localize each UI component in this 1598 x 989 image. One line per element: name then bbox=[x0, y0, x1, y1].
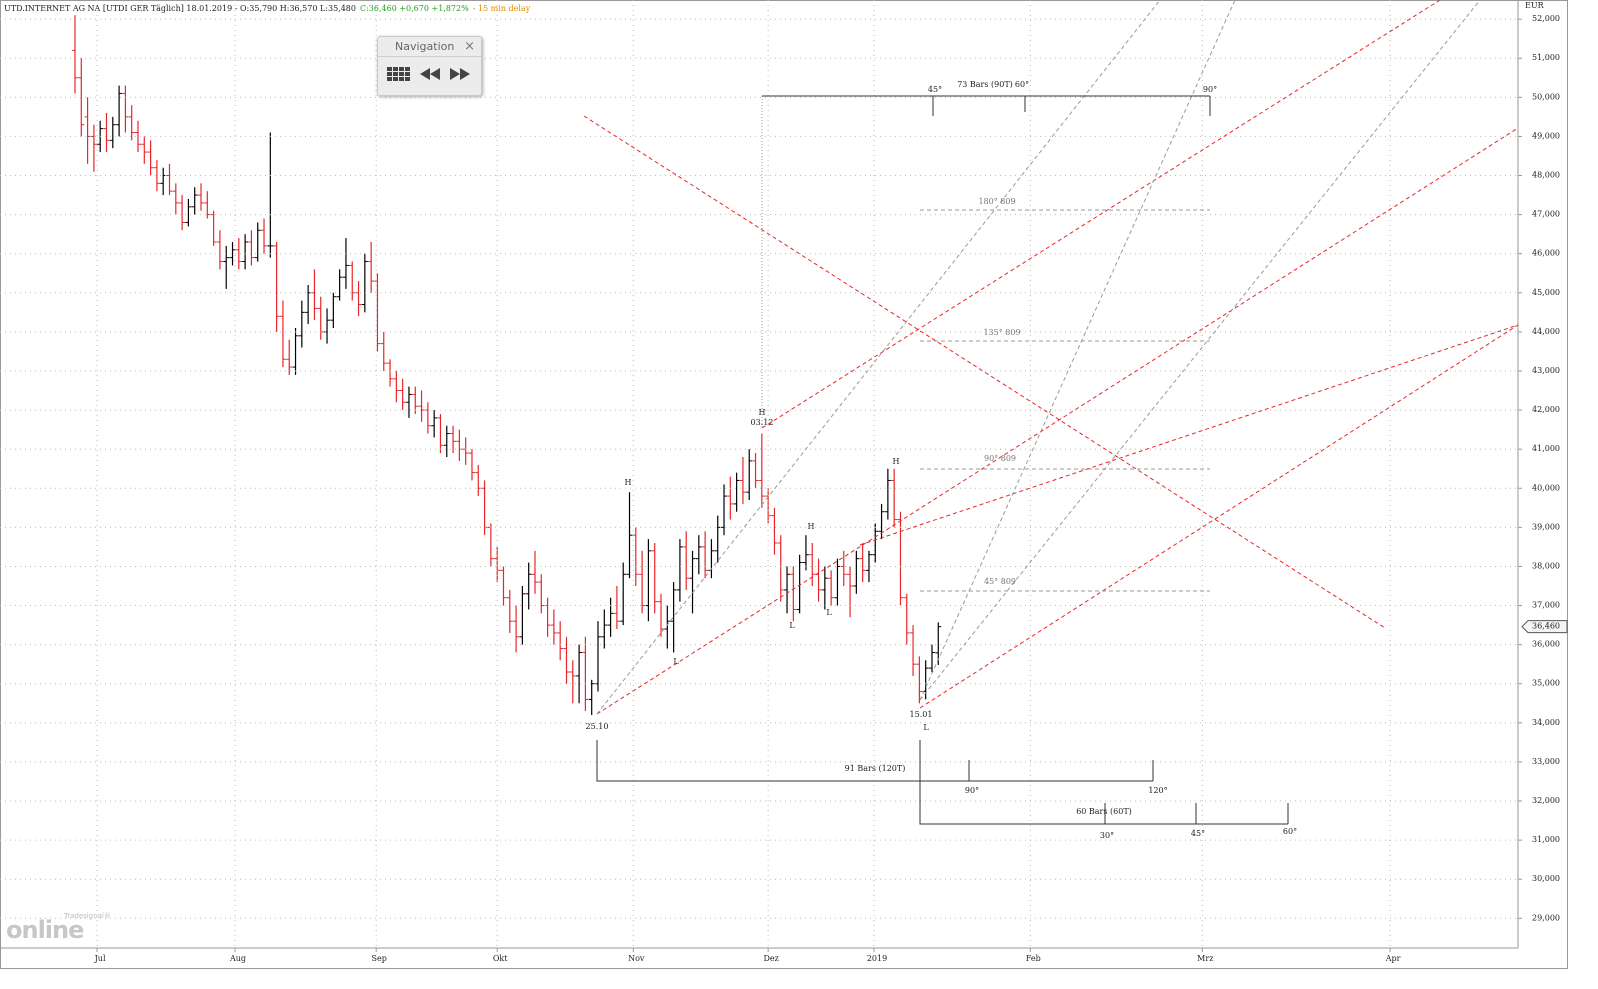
pivot-date: 15.01 bbox=[910, 710, 933, 719]
gann-line bbox=[919, 0, 1236, 701]
y-tick-label: 46,000 bbox=[1532, 249, 1560, 258]
header-change: C:36,460 +0,670 +1,872% bbox=[360, 4, 469, 13]
navigation-close[interactable]: × bbox=[464, 39, 475, 54]
price-bars bbox=[71, 15, 942, 716]
navigation-panel: Navigation × bbox=[377, 36, 482, 96]
bracket bbox=[596, 740, 1154, 782]
gann-line bbox=[859, 324, 1519, 546]
y-tick-label: 42,000 bbox=[1532, 405, 1560, 414]
gann-label: 60° bbox=[1015, 80, 1029, 89]
header-delay: - 15 min delay bbox=[473, 4, 531, 13]
y-tick-label: 45,000 bbox=[1532, 288, 1560, 297]
pivot-date: 03.12 bbox=[751, 418, 774, 427]
x-tick-label: Sep bbox=[372, 954, 387, 963]
gann-line bbox=[919, 0, 1481, 701]
gann-label: 91 Bars (120T) bbox=[845, 764, 906, 773]
y-tick-label: 31,000 bbox=[1532, 835, 1560, 844]
y-tick-label: 52,000 bbox=[1532, 14, 1560, 23]
gann-label: 73 Bars (90T) bbox=[957, 80, 1013, 89]
y-tick-label: 33,000 bbox=[1532, 757, 1560, 766]
y-tick-label: 39,000 bbox=[1532, 522, 1560, 531]
last-price-marker bbox=[1521, 620, 1568, 634]
gann-label: 30° bbox=[1100, 831, 1114, 840]
pivot-label: H bbox=[808, 522, 815, 531]
frame bbox=[0, 0, 1568, 969]
last-price-label: 36,460 bbox=[1532, 622, 1560, 631]
grid-button[interactable] bbox=[387, 67, 410, 81]
y-tick-label: 51,000 bbox=[1532, 53, 1560, 62]
gann-lines bbox=[583, 0, 1519, 715]
header-symbol: UTD.INTERNET AG NA [UTDI GER Täglich] 18… bbox=[4, 4, 356, 13]
gann-label: 45° 809 bbox=[984, 577, 1016, 586]
y-tick-label: 44,000 bbox=[1532, 327, 1560, 336]
y-tick-label: 43,000 bbox=[1532, 366, 1560, 375]
bracket bbox=[919, 740, 1289, 825]
y-tick-label: 50,000 bbox=[1532, 92, 1560, 101]
gann-line bbox=[596, 127, 1519, 715]
y-tick-label: 40,000 bbox=[1532, 483, 1560, 492]
y-tick-label: 30,000 bbox=[1532, 874, 1560, 883]
x-tick-label: Aug bbox=[229, 954, 246, 963]
y-tick-label: 35,000 bbox=[1532, 679, 1560, 688]
gann-label: 180° 809 bbox=[978, 197, 1015, 206]
y-unit: EUR bbox=[1525, 1, 1545, 10]
y-tick-label: 41,000 bbox=[1532, 444, 1560, 453]
y-tick-label: 36,000 bbox=[1532, 640, 1560, 649]
x-tick-label: Feb bbox=[1026, 954, 1041, 963]
gann-line bbox=[596, 0, 1161, 715]
gann-brackets bbox=[596, 95, 1289, 825]
pivot-label: L bbox=[673, 657, 679, 666]
pivot-label: H bbox=[759, 408, 766, 417]
gann-label: 60° bbox=[1283, 827, 1297, 836]
pivot-label: H bbox=[625, 478, 632, 487]
gann-label: 90° bbox=[1203, 85, 1217, 94]
navigation-title: Navigation bbox=[395, 40, 455, 53]
gann-label: 135° 809 bbox=[983, 328, 1020, 337]
y-tick-label: 34,000 bbox=[1532, 718, 1560, 727]
y-tick-label: 29,000 bbox=[1532, 913, 1560, 922]
back-button[interactable] bbox=[420, 68, 440, 80]
gann-line bbox=[919, 324, 1519, 709]
pivot-label: L bbox=[789, 621, 795, 630]
gann-label: 90° bbox=[965, 786, 979, 795]
pivot-label: L bbox=[923, 723, 929, 732]
gann-label: 120° bbox=[1148, 786, 1167, 795]
pivot-labels: H L H 03.12 H L L H L 25.10 15.01 bbox=[586, 408, 933, 732]
y-tick-label: 32,000 bbox=[1532, 796, 1560, 805]
y-tick-label: 47,000 bbox=[1532, 210, 1560, 219]
x-tick-label: Apr bbox=[1385, 954, 1401, 963]
pivot-date: 25.10 bbox=[586, 722, 609, 731]
x-tick-label: Dez bbox=[763, 954, 778, 963]
x-tick-label: Okt bbox=[493, 954, 508, 963]
gann-label: 90° 809 bbox=[984, 454, 1016, 463]
bracket bbox=[762, 95, 1211, 116]
last-price: 36,460 bbox=[1521, 620, 1568, 634]
separator bbox=[378, 56, 481, 57]
y-tick-label: 38,000 bbox=[1532, 561, 1560, 570]
forward-button[interactable] bbox=[450, 68, 470, 80]
pivot-label: H bbox=[893, 457, 900, 466]
x-tick-label: 2019 bbox=[867, 954, 887, 963]
x-tick-label: Nov bbox=[628, 954, 645, 963]
gann-line bbox=[761, 0, 1441, 429]
y-tick-label: 49,000 bbox=[1532, 131, 1560, 140]
navigation-buttons bbox=[387, 67, 470, 81]
gann-label: 45° bbox=[928, 85, 942, 94]
y-tick-label: 37,000 bbox=[1532, 601, 1560, 610]
x-tick-label: Jul bbox=[94, 954, 106, 963]
x-tick-label: Mrz bbox=[1197, 954, 1213, 963]
logo-small: Tradesignal® bbox=[64, 912, 111, 920]
axes: 29,000 30,000 31,000 32,000 33,000 34,000 35,0… bbox=[0, 0, 1560, 963]
gann-labels: 73 Bars (90T) 45° 60° 90° 180° 809 135° … bbox=[845, 80, 1297, 840]
gann-line bbox=[583, 115, 1386, 629]
logo-big: online bbox=[6, 916, 84, 944]
y-tick-label: 48,000 bbox=[1532, 171, 1560, 180]
gann-label: 60 Bars (60T) bbox=[1076, 807, 1132, 816]
pivot-label: L bbox=[826, 608, 832, 617]
gann-label: 45° bbox=[1191, 829, 1205, 838]
